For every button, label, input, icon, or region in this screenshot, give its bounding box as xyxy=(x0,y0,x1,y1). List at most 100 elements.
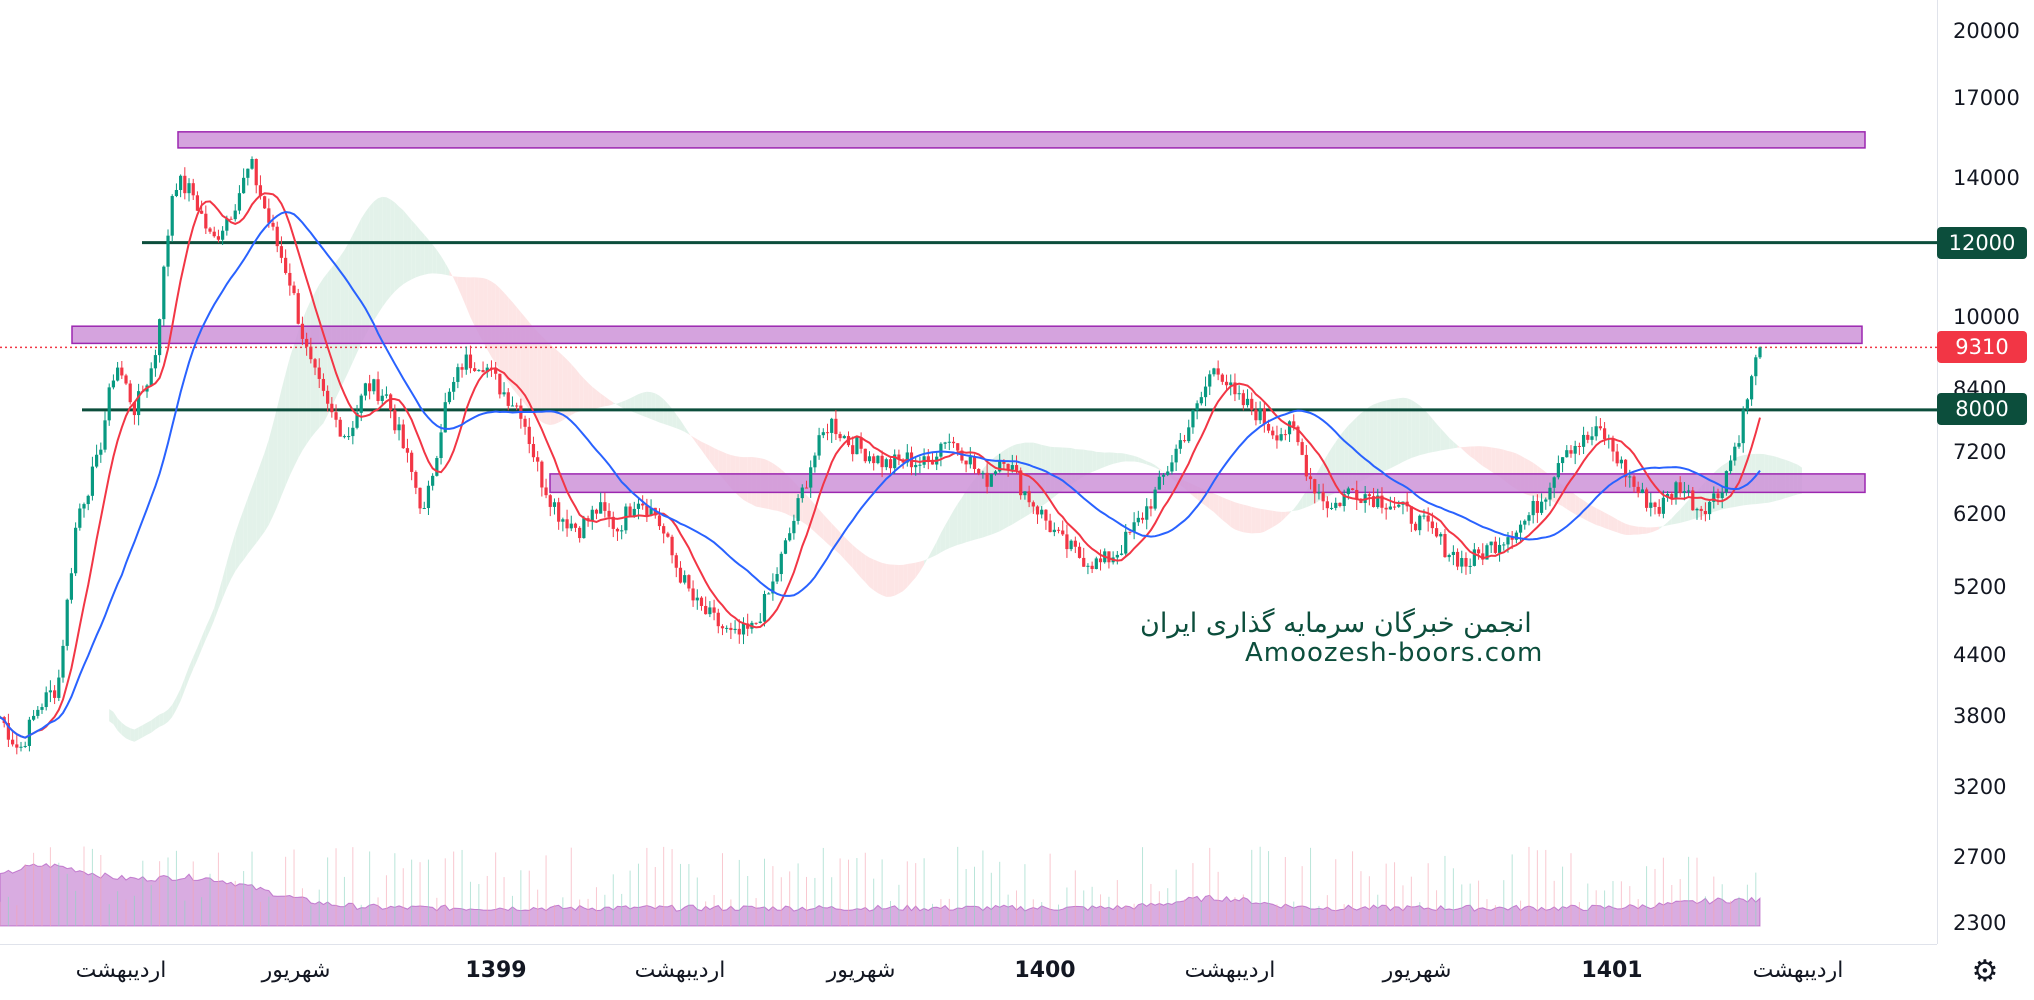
cloud-segment xyxy=(260,452,265,538)
price-plot[interactable] xyxy=(0,0,1937,944)
price-axis[interactable] xyxy=(1937,0,2034,944)
candle-body xyxy=(19,746,23,748)
candle-body xyxy=(1229,382,1233,386)
candle-body xyxy=(61,645,65,678)
candle-body xyxy=(691,588,695,601)
price-tick-label: 3200 xyxy=(1953,774,2007,799)
candle-body xyxy=(1220,374,1224,382)
candle-body xyxy=(897,454,901,460)
candle-body xyxy=(200,210,204,214)
candle-body xyxy=(1241,393,1245,406)
cloud-segment xyxy=(966,484,971,543)
candle-body xyxy=(1413,523,1418,531)
cloud-segment xyxy=(1247,505,1252,534)
cloud-segment xyxy=(1591,505,1597,525)
cloud-segment xyxy=(701,441,706,456)
candle-body xyxy=(1628,476,1632,478)
cloud-segment xyxy=(1478,446,1483,467)
candle-body xyxy=(1430,521,1434,529)
candle-body xyxy=(221,230,225,240)
candle-body xyxy=(1094,558,1098,570)
cloud-segment xyxy=(172,697,177,718)
candle-body xyxy=(582,518,586,539)
cloud-segment xyxy=(1646,527,1651,534)
candle-body xyxy=(762,594,767,622)
candle-body xyxy=(359,395,363,413)
candle-body xyxy=(1296,426,1300,443)
candle-body xyxy=(788,533,792,541)
candle-body xyxy=(233,210,237,220)
price-tick-label: 7200 xyxy=(1953,440,2007,465)
candle-body xyxy=(149,368,153,386)
cloud-segment xyxy=(831,523,836,551)
candle-body xyxy=(313,359,317,368)
candle-body xyxy=(1019,470,1023,496)
candle-body xyxy=(1350,488,1355,490)
candle-body xyxy=(796,498,800,521)
candle-body xyxy=(699,597,704,606)
candle-body xyxy=(1460,558,1464,567)
candle-body xyxy=(1745,399,1749,410)
gear-icon[interactable]: ⚙ xyxy=(1971,954,1999,989)
candle-body xyxy=(1195,403,1199,411)
cloud-segment xyxy=(176,688,181,710)
cloud-segment xyxy=(894,564,899,596)
cloud-segment xyxy=(609,399,614,406)
candle-body xyxy=(498,373,502,395)
candle-body xyxy=(1611,438,1615,452)
candle-body xyxy=(1124,531,1128,554)
candle-body xyxy=(1380,495,1384,508)
candle-body xyxy=(779,553,783,575)
candle-body xyxy=(1271,430,1275,436)
candle-body xyxy=(32,715,36,720)
candle-body xyxy=(153,355,158,369)
candle-body xyxy=(405,448,410,453)
candle-body xyxy=(1329,507,1334,509)
candle-body xyxy=(1065,534,1069,550)
cloud-segment xyxy=(361,211,366,344)
cloud-segment xyxy=(592,386,597,410)
last-price-badge: 9310 xyxy=(1937,331,2027,363)
candle-body xyxy=(368,383,372,392)
cloud-segment xyxy=(113,711,118,731)
cloud-segment xyxy=(882,562,887,597)
cloud-segment xyxy=(1495,447,1500,478)
cloud-segment xyxy=(1566,488,1571,512)
candle-body xyxy=(1287,421,1292,435)
candle-body xyxy=(1069,540,1073,550)
candle-body xyxy=(725,627,729,629)
candle-body xyxy=(809,467,813,488)
candle-body xyxy=(254,158,258,186)
candle-body xyxy=(590,509,594,521)
cloud-segment xyxy=(1667,518,1672,526)
cloud-segment xyxy=(449,270,454,279)
candle-body xyxy=(893,454,897,469)
cloud-segment xyxy=(235,521,240,572)
watermark-url: Amoozesh-boors.com xyxy=(1245,638,1544,668)
candle-body xyxy=(926,456,930,461)
candle-body xyxy=(1531,501,1535,516)
cloud-segment xyxy=(462,276,467,308)
candle-body xyxy=(1489,541,1493,546)
candle-body xyxy=(1409,506,1413,524)
candle-body xyxy=(1464,558,1468,567)
candle-body xyxy=(23,745,27,747)
candle-body xyxy=(1140,517,1145,520)
candle-body xyxy=(888,459,893,469)
cloud-segment xyxy=(1268,510,1273,530)
candle-body xyxy=(477,370,481,372)
cloud-segment xyxy=(819,509,824,540)
cloud-segment xyxy=(1486,446,1492,472)
time-axis[interactable] xyxy=(0,944,1937,1000)
candle-body xyxy=(1300,442,1304,455)
cloud-segment xyxy=(205,617,211,640)
cloud-segment xyxy=(1281,511,1286,522)
candle-body xyxy=(338,419,342,437)
candle-body xyxy=(86,495,90,505)
cloud-segment xyxy=(688,432,694,439)
cloud-segment xyxy=(315,284,320,433)
cloud-segment xyxy=(646,391,652,420)
cloud-segment xyxy=(1079,449,1084,479)
candle-body xyxy=(116,367,120,381)
